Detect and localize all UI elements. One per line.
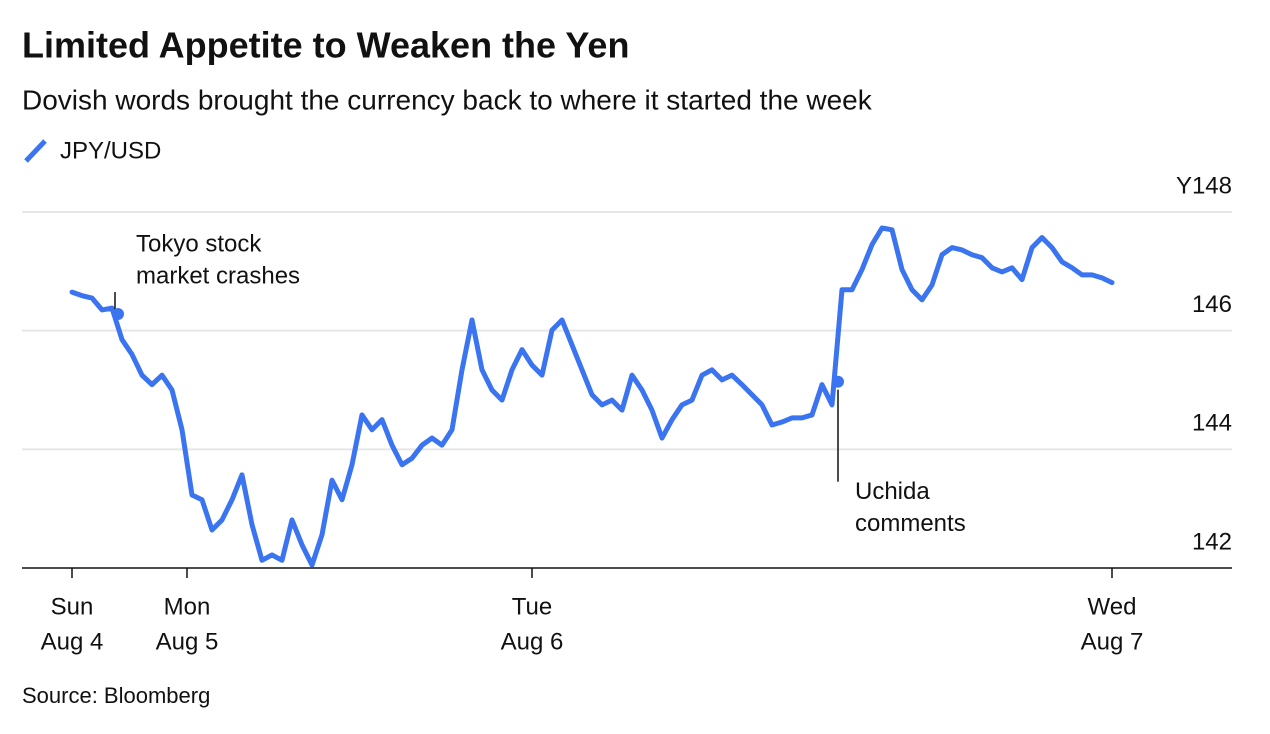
- annotation-text: Uchida: [855, 478, 930, 505]
- x-tick-label: Aug 7: [1081, 628, 1144, 655]
- x-tick-label: Aug 4: [41, 628, 104, 655]
- source: Source: Bloomberg: [22, 683, 210, 708]
- annotation-dot: [112, 308, 124, 321]
- annotation-text: market crashes: [136, 262, 300, 289]
- x-tick-label: Wed: [1088, 593, 1137, 620]
- annotation-text: Tokyo stock: [136, 230, 262, 257]
- chart-title: Limited Appetite to Weaken the Yen: [22, 25, 629, 66]
- x-tick-label: Aug 6: [501, 628, 564, 655]
- x-tick-label: Tue: [512, 593, 552, 620]
- x-tick-label: Sun: [51, 593, 94, 620]
- annotation-dot: [832, 375, 844, 388]
- x-tick-label: Aug 5: [156, 628, 219, 655]
- chart-subtitle: Dovish words brought the currency back t…: [22, 84, 873, 115]
- y-tick-label: Y148: [1176, 172, 1232, 199]
- legend-label: JPY/USD: [60, 137, 161, 164]
- series-line: [69, 225, 1115, 568]
- y-tick-label: 142: [1192, 528, 1232, 555]
- y-tick-label: 144: [1192, 410, 1232, 437]
- annotation-text: comments: [855, 510, 966, 537]
- x-tick-label: Mon: [164, 593, 211, 620]
- legend-swatch: [24, 139, 47, 163]
- y-tick-label: 146: [1192, 291, 1232, 318]
